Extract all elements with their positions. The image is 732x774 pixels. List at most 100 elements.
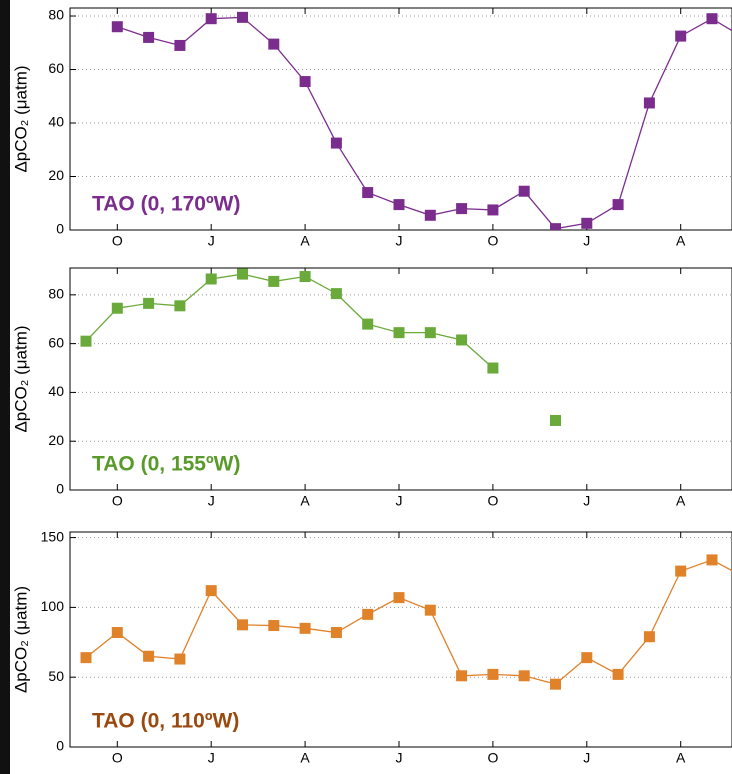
marker — [393, 199, 405, 211]
y-tick-label: 0 — [56, 738, 64, 754]
marker — [143, 297, 155, 309]
annotation: TAO (0, 170ºW) — [92, 193, 240, 216]
x-tick-label: J — [396, 750, 403, 766]
marker — [518, 670, 530, 682]
marker — [424, 327, 436, 339]
marker — [111, 627, 123, 639]
x-tick-label: O — [112, 493, 123, 509]
y-axis-label: ΔpCO₂ (μatm) — [11, 325, 30, 432]
x-tick-label: J — [583, 233, 590, 249]
x-tick-label: J — [583, 493, 590, 509]
marker — [612, 668, 624, 680]
background — [10, 0, 732, 774]
x-tick-label: A — [676, 493, 686, 509]
marker — [143, 31, 155, 43]
marker — [456, 334, 468, 346]
marker — [205, 273, 217, 285]
panel: 0 50 100 150 O J A J O J A ΔpCO₂ (μatm) TAO (0, 110º… — [11, 528, 732, 766]
marker — [174, 300, 186, 312]
marker — [550, 414, 561, 426]
x-tick-label: A — [300, 493, 310, 509]
marker — [393, 327, 405, 339]
marker — [643, 97, 655, 109]
marker — [550, 223, 561, 230]
x-tick-label: A — [300, 233, 310, 249]
marker — [205, 13, 217, 25]
marker — [205, 585, 217, 597]
marker — [675, 565, 687, 577]
marker — [706, 13, 718, 25]
marker — [362, 187, 374, 199]
marker — [111, 21, 123, 33]
marker — [330, 137, 342, 149]
x-tick-label: J — [208, 750, 215, 766]
x-tick-label: A — [300, 750, 310, 766]
marker — [487, 362, 499, 374]
marker — [706, 554, 718, 566]
marker — [393, 592, 405, 604]
x-tick-label: J — [583, 750, 590, 766]
x-tick-label: A — [676, 750, 686, 766]
annotation: TAO (0, 110ºW) — [92, 710, 239, 733]
marker — [237, 619, 248, 631]
marker — [550, 678, 561, 690]
marker — [362, 608, 374, 620]
y-tick-label: 60 — [48, 60, 64, 76]
x-tick-label: O — [112, 750, 123, 766]
plot-frame — [69, 7, 732, 231]
marker — [111, 302, 123, 314]
series — [80, 268, 561, 426]
y-tick-label: 50 — [48, 668, 64, 684]
marker — [174, 653, 186, 665]
marker — [330, 288, 342, 300]
marker — [80, 335, 92, 347]
y-tick-label: 20 — [48, 167, 64, 183]
x-tick-label: A — [676, 233, 686, 249]
y-axis-label: ΔpCO₂ (μatm) — [11, 65, 30, 172]
marker — [424, 604, 436, 616]
x-tick-label: J — [396, 233, 403, 249]
plot-frame — [69, 531, 732, 748]
marker — [424, 209, 436, 221]
marker — [362, 318, 374, 330]
x-tick-label: J — [208, 493, 215, 509]
y-tick-label: 80 — [48, 286, 64, 302]
marker — [456, 670, 468, 682]
x-tick-label: O — [112, 233, 123, 249]
marker — [330, 627, 342, 639]
y-tick-label: 40 — [48, 383, 64, 399]
line — [85, 559, 732, 685]
marker — [581, 652, 593, 664]
series — [111, 11, 732, 230]
marker — [518, 185, 530, 197]
plot-frame — [69, 267, 732, 491]
x-tick-label: O — [487, 233, 498, 249]
y-tick-label: 40 — [48, 114, 64, 130]
panel: 0 20 40 60 80 O J A J O J A ΔpCO₂ (μatm) TAO (0, 170º… — [11, 7, 732, 249]
x-tick-label: J — [208, 233, 215, 249]
marker — [268, 38, 280, 50]
marker — [643, 631, 655, 643]
y-axis-label: ΔpCO₂ (μatm) — [11, 586, 30, 693]
marker — [487, 668, 499, 680]
y-tick-label: 0 — [56, 221, 64, 237]
panel: 0 20 40 60 80 O J A J O J A ΔpCO₂ (μatm) TAO (0, 155º… — [11, 267, 732, 509]
marker — [675, 30, 687, 42]
marker — [237, 11, 248, 23]
marker — [143, 650, 155, 662]
x-tick-label: O — [487, 750, 498, 766]
x-tick-label: O — [487, 493, 498, 509]
series — [80, 554, 732, 690]
marker — [268, 275, 280, 287]
x-tick-label: J — [396, 493, 403, 509]
y-tick-label: 80 — [48, 7, 64, 23]
y-tick-label: 20 — [48, 432, 64, 448]
marker — [487, 204, 499, 216]
marker — [581, 217, 593, 229]
marker — [612, 199, 624, 211]
annotation: TAO (0, 155ºW) — [92, 453, 240, 476]
y-tick-label: 150 — [41, 528, 65, 544]
marker — [456, 203, 468, 215]
marker — [80, 652, 92, 664]
